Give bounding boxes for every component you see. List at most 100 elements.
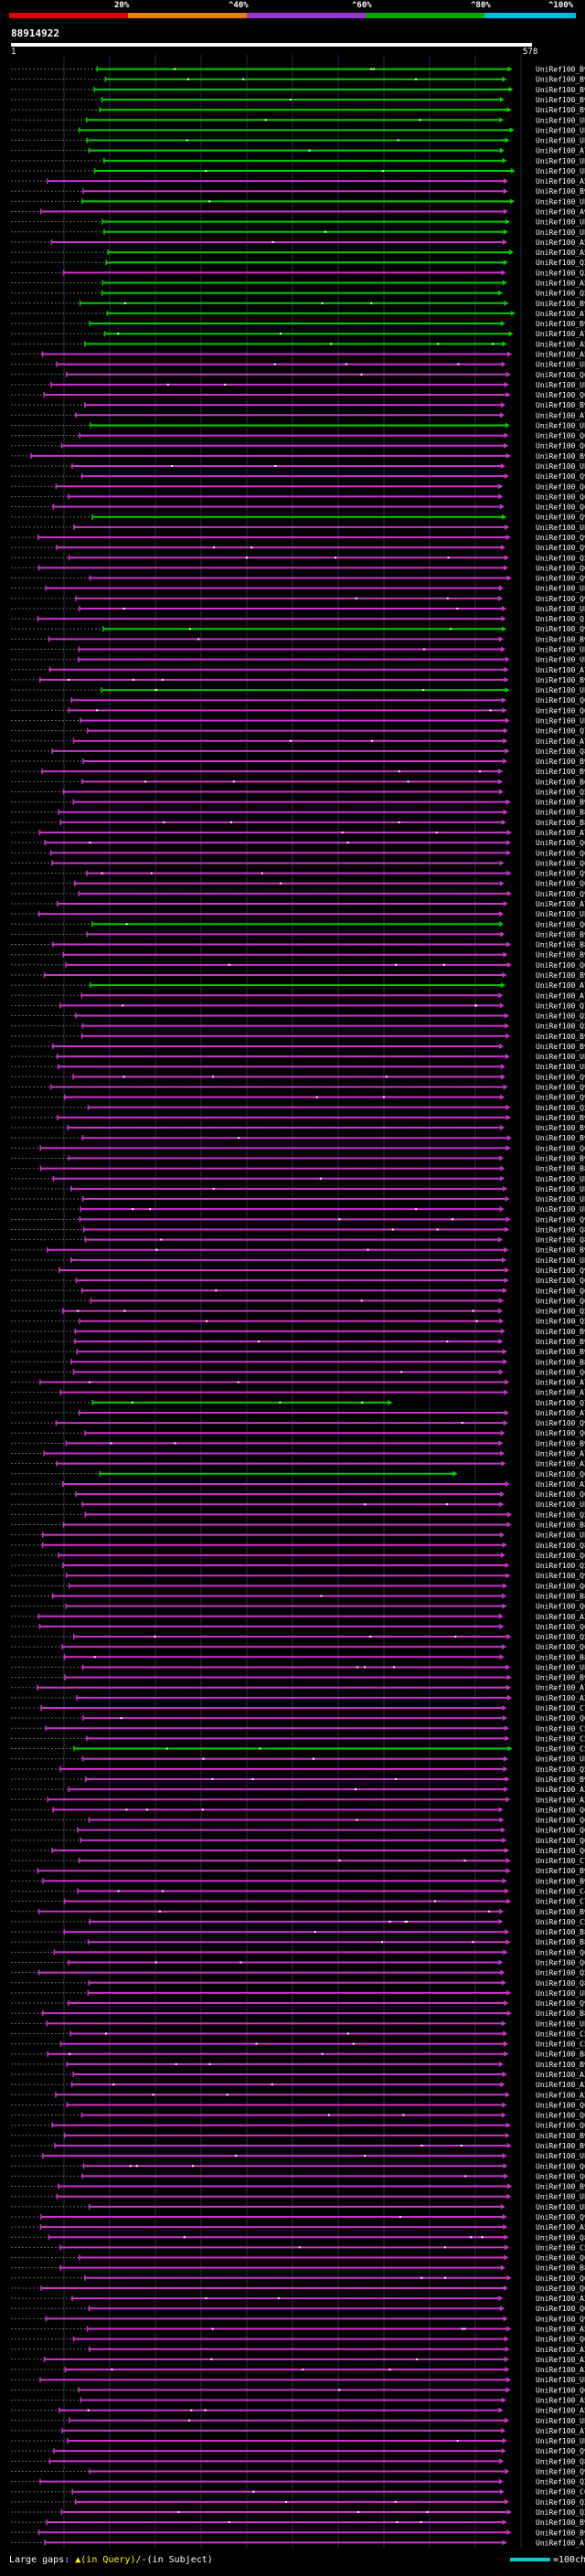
hit-label[interactable]: UniRef100_Q7FK56 bbox=[536, 727, 585, 736]
hit-label[interactable]: UniRef100_UP1000.. bbox=[536, 137, 585, 145]
hit-label[interactable]: UniRef100_Q9FNO3 bbox=[536, 595, 585, 603]
hit-label[interactable]: UniRef100_A5BTF6 bbox=[536, 177, 585, 186]
hit-label[interactable]: UniRef100_Q64G75 bbox=[536, 849, 585, 857]
hit-label[interactable]: UniRef100_Q6ZF11 bbox=[536, 1817, 585, 1825]
hit-label[interactable]: UniRef100_B9A6D4 bbox=[536, 1134, 585, 1142]
hit-label[interactable]: UniRef100_A7P681 bbox=[536, 2539, 585, 2547]
hit-label[interactable]: UniRef100_B9RQT5 bbox=[536, 452, 585, 461]
hit-label[interactable]: UniRef100_A2Z0B3 bbox=[536, 2081, 585, 2089]
hit-label[interactable]: UniRef100_Q9M308 bbox=[536, 870, 585, 878]
hit-label[interactable]: UniRef100_B8BES3 bbox=[536, 1938, 585, 1946]
hit-label[interactable]: UniRef100_A5PHT0 bbox=[536, 2407, 585, 2415]
hit-label[interactable]: UniRef100_A7P677 bbox=[536, 411, 585, 419]
hit-label[interactable]: UniRef100_C5XNK5 bbox=[536, 1745, 585, 1754]
hit-label[interactable]: UniRef100_Q9S4E3 bbox=[536, 2213, 585, 2221]
hit-label[interactable]: UniRef100_UP1000.. bbox=[536, 585, 585, 593]
hit-label[interactable]: UniRef100_A7P87Y0 bbox=[536, 1409, 585, 1417]
hit-label[interactable]: UniRef100_A7P6C9 bbox=[536, 1379, 585, 1387]
hit-label[interactable]: UniRef100_UP1000.. bbox=[536, 1663, 585, 1671]
hit-label[interactable]: UniRef100_B9NE35 bbox=[536, 187, 585, 196]
hit-label[interactable]: UniRef100_Q67UT1 bbox=[536, 2254, 585, 2263]
hit-label[interactable]: UniRef100_C5YPX6 bbox=[536, 1918, 585, 1926]
hit-label[interactable]: UniRef100_Q9M4V7 bbox=[536, 1094, 585, 1102]
hit-label[interactable]: UniRef100_UP1000.. bbox=[536, 646, 585, 654]
hit-label[interactable]: UniRef100_B9FHL4 bbox=[536, 1439, 585, 1447]
hit-label[interactable]: UniRef100_UP1000.. bbox=[536, 2019, 585, 2028]
hit-label[interactable]: UniRef100_Q0LQQ8 bbox=[536, 371, 585, 379]
hit-label[interactable]: UniRef100_A2Y2H7 bbox=[536, 1460, 585, 1468]
hit-label[interactable]: UniRef100_A5AG06 bbox=[536, 239, 585, 247]
hit-label[interactable]: UniRef100_B9G348 bbox=[536, 2061, 585, 2069]
hit-label[interactable]: UniRef100_B8BER3 bbox=[536, 2264, 585, 2273]
hit-label[interactable]: UniRef100_A2Y255 bbox=[536, 1613, 585, 1621]
hit-label[interactable]: UniRef100_C5Z4L5 bbox=[536, 2041, 585, 2049]
hit-label[interactable]: UniRef100_Q6EBN3 bbox=[536, 2101, 585, 2109]
hit-label[interactable]: UniRef100_B9FL84 bbox=[536, 2142, 585, 2150]
hit-label[interactable]: UniRef100_B9RN83 bbox=[536, 2528, 585, 2537]
hit-label[interactable]: UniRef100_A2Y2D4 bbox=[536, 2366, 585, 2374]
hit-label[interactable]: UniRef100_B9GMC9 bbox=[536, 2518, 585, 2527]
hit-label[interactable]: UniRef100_Q8L070 bbox=[536, 1236, 585, 1245]
hit-label[interactable]: UniRef100_Q0LQD9 bbox=[536, 706, 585, 715]
hit-label[interactable]: UniRef100_B9FLB7 bbox=[536, 930, 585, 938]
hit-label[interactable]: UniRef100_Q25ZV2 bbox=[536, 259, 585, 267]
hit-label[interactable]: UniRef100_Q5VQN2 bbox=[536, 1633, 585, 1641]
hit-label[interactable]: UniRef100_Q67U35 bbox=[536, 1582, 585, 1590]
hit-label[interactable]: UniRef100_A5B270 bbox=[536, 249, 585, 257]
hit-label[interactable]: UniRef100_Q0PSU9 bbox=[536, 442, 585, 451]
hit-label[interactable]: UniRef100_UP1000.. bbox=[536, 910, 585, 918]
hit-label[interactable]: UniRef100_UP1000.. bbox=[536, 1063, 585, 1071]
hit-label[interactable]: UniRef100_C5Z1E4 bbox=[536, 2030, 585, 2038]
hit-label[interactable]: UniRef100_Q0DGL3 bbox=[536, 1429, 585, 1437]
hit-label[interactable]: UniRef100_UP1000.. bbox=[536, 656, 585, 664]
hit-label[interactable]: UniRef100_Q9C817 bbox=[536, 1073, 585, 1081]
hit-label[interactable]: UniRef100_UP1000.. bbox=[536, 421, 585, 429]
hit-label[interactable]: UniRef100_Q39143 bbox=[536, 269, 585, 277]
hit-label[interactable]: UniRef100_UP1000.. bbox=[536, 686, 585, 694]
hit-label[interactable]: UniRef100_A7P8Z3 bbox=[536, 829, 585, 837]
hit-label[interactable]: UniRef100_A2Z0D4 bbox=[536, 1786, 585, 1794]
hit-label[interactable]: UniRef100_A7P6Y4 bbox=[536, 330, 585, 338]
hit-label[interactable]: UniRef100_Q8H4W2 bbox=[536, 2457, 585, 2465]
hit-label[interactable]: UniRef100_A7P624 bbox=[536, 900, 585, 908]
hit-label[interactable]: UniRef100_A9NE35 bbox=[536, 208, 585, 217]
hit-label[interactable]: UniRef100_Q0JIC7 bbox=[536, 1643, 585, 1651]
hit-label[interactable]: UniRef100_UP1000.. bbox=[536, 197, 585, 206]
hit-label[interactable]: UniRef100_Q0LJE8 bbox=[536, 1958, 585, 1966]
hit-label[interactable]: UniRef100_Q9SNA3 bbox=[536, 1419, 585, 1427]
hit-label[interactable]: UniRef100_Q9JN07 bbox=[536, 625, 585, 633]
hit-label[interactable]: UniRef100_B9R087 bbox=[536, 300, 585, 308]
hit-label[interactable]: UniRef100_Q5LJE7 bbox=[536, 1969, 585, 1977]
hit-label[interactable]: UniRef100_B9G350 bbox=[536, 1776, 585, 1784]
hit-label[interactable]: UniRef100_UP1000.. bbox=[536, 1053, 585, 1061]
hit-label[interactable]: UniRef100_A7P6C7 bbox=[536, 737, 585, 746]
hit-label[interactable]: UniRef100_A5AS66 bbox=[536, 279, 585, 287]
hit-label[interactable]: UniRef100_Q6ERZ1 bbox=[536, 1277, 585, 1285]
hit-label[interactable]: UniRef100_UP1000.. bbox=[536, 2193, 585, 2201]
hit-label[interactable]: UniRef100_Q9FNQ4 bbox=[536, 575, 585, 583]
hit-label[interactable]: UniRef100_Q0LQR6 bbox=[536, 432, 585, 440]
hit-label[interactable]: UniRef100_B9ZNZ3 bbox=[536, 768, 585, 776]
hit-label[interactable]: UniRef100_B9G346 bbox=[536, 1867, 585, 1875]
hit-label[interactable]: UniRef100_C5XUQ5 bbox=[536, 1734, 585, 1743]
hit-label[interactable]: UniRef100_Q9ZYZ0 bbox=[536, 2467, 585, 2475]
hit-label[interactable]: UniRef100_A2WKL0 bbox=[536, 1796, 585, 1804]
hit-label[interactable]: UniRef100_Q67U34 bbox=[536, 1287, 585, 1295]
hit-label[interactable]: UniRef100_C7J3P0 bbox=[536, 1898, 585, 1906]
hit-label[interactable]: UniRef100_B9RQ86 bbox=[536, 320, 585, 328]
hit-label[interactable]: UniRef100_B9G350 bbox=[536, 1908, 585, 1916]
hit-label[interactable]: UniRef100_UP1000.. bbox=[536, 157, 585, 165]
hit-label[interactable]: UniRef100_UP1000.. bbox=[536, 2152, 585, 2160]
hit-label[interactable]: UniRef100_B8BED3 bbox=[536, 1521, 585, 1529]
hit-label[interactable]: UniRef100_B9RQ88 bbox=[536, 971, 585, 980]
hit-label[interactable]: UniRef100_Q9C815 bbox=[536, 1084, 585, 1092]
hit-label[interactable]: UniRef100_Q5VQN7 bbox=[536, 1765, 585, 1774]
hit-label[interactable]: UniRef100_Q2RBQ5 bbox=[536, 2498, 585, 2507]
hit-label[interactable]: UniRef100_A2ZL56 bbox=[536, 2346, 585, 2354]
hit-label[interactable]: UniRef100_UP1000.. bbox=[536, 1205, 585, 1214]
hit-label[interactable]: UniRef100_UP1000.. bbox=[536, 1175, 585, 1183]
hit-label[interactable]: UniRef100_B8BFT0 bbox=[536, 1653, 585, 1661]
hit-label[interactable]: UniRef100_UP1000.. bbox=[536, 116, 585, 124]
hit-label[interactable]: UniRef100_B9RQB2 bbox=[536, 401, 585, 409]
hit-label[interactable]: UniRef100_UP1000.. bbox=[536, 381, 585, 389]
